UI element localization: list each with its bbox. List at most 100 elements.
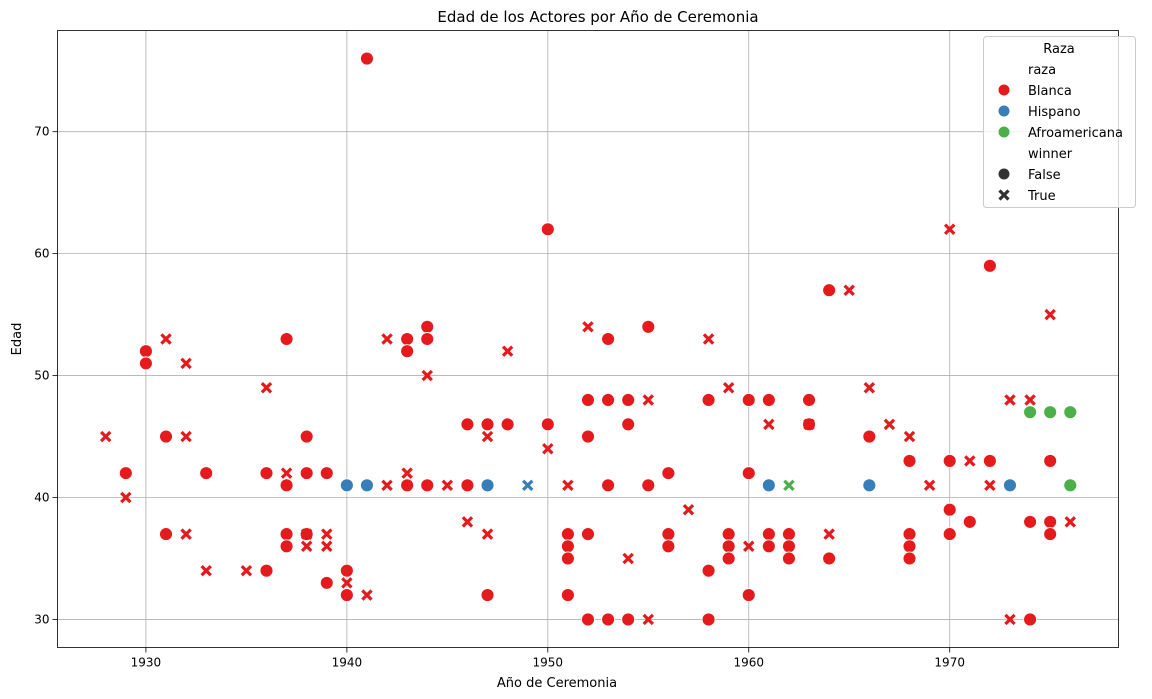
data-point <box>661 466 676 481</box>
data-point <box>641 478 656 493</box>
data-point <box>319 466 334 481</box>
data-point <box>1063 405 1078 420</box>
plot-area-frame <box>57 30 1119 648</box>
data-point <box>902 551 917 566</box>
data-point <box>581 612 595 627</box>
data-point-winner <box>381 333 393 345</box>
data-point <box>1043 527 1058 542</box>
legend-label-false: False <box>1028 168 1061 183</box>
data-point <box>540 222 555 237</box>
axis-ticks: 1930 1940 1950 1960 1970 30 40 50 60 70 <box>34 125 965 670</box>
data-point <box>400 332 415 346</box>
data-point <box>480 588 495 603</box>
data-point <box>962 514 977 529</box>
data-point <box>199 466 214 481</box>
data-point-winner <box>300 540 313 553</box>
data-point <box>661 539 676 554</box>
data-point <box>460 478 475 493</box>
data-point <box>721 527 736 542</box>
data-point-winner <box>542 443 554 455</box>
data-point-winner <box>180 528 192 540</box>
data-point <box>118 466 133 481</box>
data-point <box>400 344 415 359</box>
data-point <box>741 466 756 481</box>
data-point <box>259 563 274 578</box>
data-point-winner <box>863 382 876 394</box>
data-point <box>701 612 716 627</box>
data-point-winner <box>943 223 956 235</box>
data-point <box>621 393 636 407</box>
data-point <box>560 539 575 554</box>
data-point-winner <box>200 564 212 577</box>
data-point-winner <box>441 479 454 492</box>
data-point <box>360 478 374 493</box>
data-point <box>761 393 776 407</box>
data-point <box>560 551 575 566</box>
data-point-winner <box>1044 308 1056 321</box>
data-point <box>279 539 294 554</box>
grid-lines <box>57 30 1119 648</box>
data-point <box>420 478 435 493</box>
y-tick-label: 40 <box>34 491 49 505</box>
data-point-winner <box>99 430 112 443</box>
data-point-winner <box>1004 613 1016 626</box>
chart-title: Edad de los Actores por Año de Ceremonia <box>437 8 758 26</box>
data-point <box>621 417 636 432</box>
data-point <box>581 429 595 444</box>
data-point-winner <box>702 333 715 345</box>
legend-style-title: winner <box>1028 147 1073 162</box>
data-point <box>741 393 756 407</box>
data-point-winner <box>341 577 353 589</box>
data-point-winner <box>180 357 192 370</box>
legend-frame <box>983 36 1136 208</box>
data-point-winner <box>783 479 795 492</box>
data-point-winner <box>843 284 855 296</box>
data-point-winner <box>240 564 253 577</box>
data-point-winner <box>481 528 494 540</box>
data-point <box>339 478 354 493</box>
data-point <box>982 258 997 273</box>
data-point <box>560 588 575 603</box>
legend-marker-afroamericana <box>997 125 1011 139</box>
legend-marker-true <box>998 189 1010 201</box>
data-point-winner <box>381 479 393 492</box>
data-point-winner <box>461 516 474 528</box>
data-point-winner <box>803 418 815 431</box>
data-point <box>701 563 716 578</box>
data-point-winner <box>763 418 775 431</box>
data-point-winner <box>260 382 273 394</box>
data-point-winner <box>120 491 132 504</box>
data-point <box>781 551 796 566</box>
data-point <box>279 527 294 542</box>
data-point <box>279 332 294 346</box>
data-point <box>581 527 595 542</box>
data-point-winner <box>501 345 514 357</box>
data-point <box>1063 478 1078 493</box>
data-point <box>138 344 153 359</box>
data-point <box>641 319 656 334</box>
data-point <box>138 356 153 371</box>
data-point <box>1023 514 1038 529</box>
data-point-winner <box>1024 394 1036 406</box>
data-point <box>601 612 616 627</box>
data-point-winner <box>562 479 574 492</box>
data-point <box>1023 612 1038 627</box>
x-tick-label: 1960 <box>733 656 764 670</box>
data-point <box>460 417 475 432</box>
data-point <box>1023 405 1038 420</box>
legend-marker-hispano <box>997 104 1011 118</box>
data-point <box>701 393 716 407</box>
data-point <box>500 417 515 432</box>
data-point <box>420 332 435 346</box>
data-point <box>902 539 917 554</box>
data-point <box>741 588 756 603</box>
data-point <box>1043 453 1058 468</box>
data-point-winner <box>964 455 976 467</box>
data-point-winner <box>903 430 916 443</box>
data-point <box>420 319 435 334</box>
data-point <box>1043 405 1058 420</box>
data-point <box>480 417 495 432</box>
data-point <box>862 429 877 444</box>
data-point <box>480 478 495 493</box>
